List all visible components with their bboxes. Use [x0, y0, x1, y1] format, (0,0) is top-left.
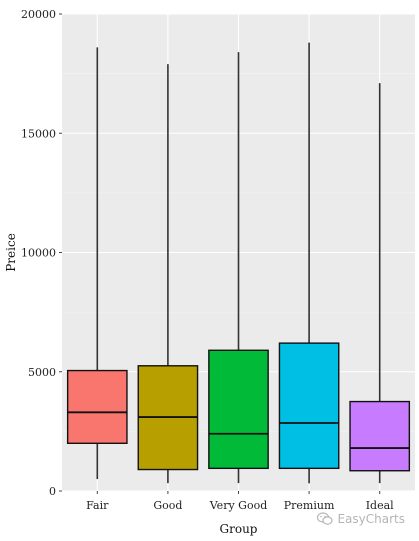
- box-iqr: [278, 342, 340, 470]
- box-good: [137, 64, 199, 484]
- y-tick-label: 0: [49, 485, 56, 498]
- box-ideal: [349, 83, 411, 484]
- y-tick-labels: 0 5000 10000 15000 20000: [21, 8, 62, 498]
- y-tick-label: 15000: [21, 127, 56, 140]
- watermark-text: EasyCharts: [337, 512, 405, 526]
- x-tick-label: Very Good: [209, 499, 268, 512]
- y-axis-title: Preice: [4, 233, 18, 272]
- watermark: EasyCharts: [317, 512, 405, 526]
- box-premium: [278, 42, 340, 484]
- box-iqr: [208, 349, 269, 470]
- y-tick-label: 10000: [21, 247, 56, 260]
- x-tick-label: Good: [153, 499, 182, 512]
- x-tick-label: Fair: [86, 499, 109, 512]
- box-group: [66, 42, 411, 484]
- x-tick-label: Premium: [284, 499, 335, 512]
- y-tick-label: 5000: [28, 366, 56, 379]
- x-tick-label: Ideal: [366, 499, 394, 512]
- box-iqr: [66, 369, 128, 444]
- x-axis-title: Group: [220, 522, 258, 536]
- box-fair: [66, 47, 128, 480]
- box-very-good: [208, 52, 269, 484]
- x-tick-labels: Fair Good Very Good Premium Ideal: [86, 491, 394, 512]
- box-iqr: [349, 400, 411, 472]
- wechat-icon: [317, 512, 334, 525]
- y-tick-label: 20000: [21, 8, 56, 21]
